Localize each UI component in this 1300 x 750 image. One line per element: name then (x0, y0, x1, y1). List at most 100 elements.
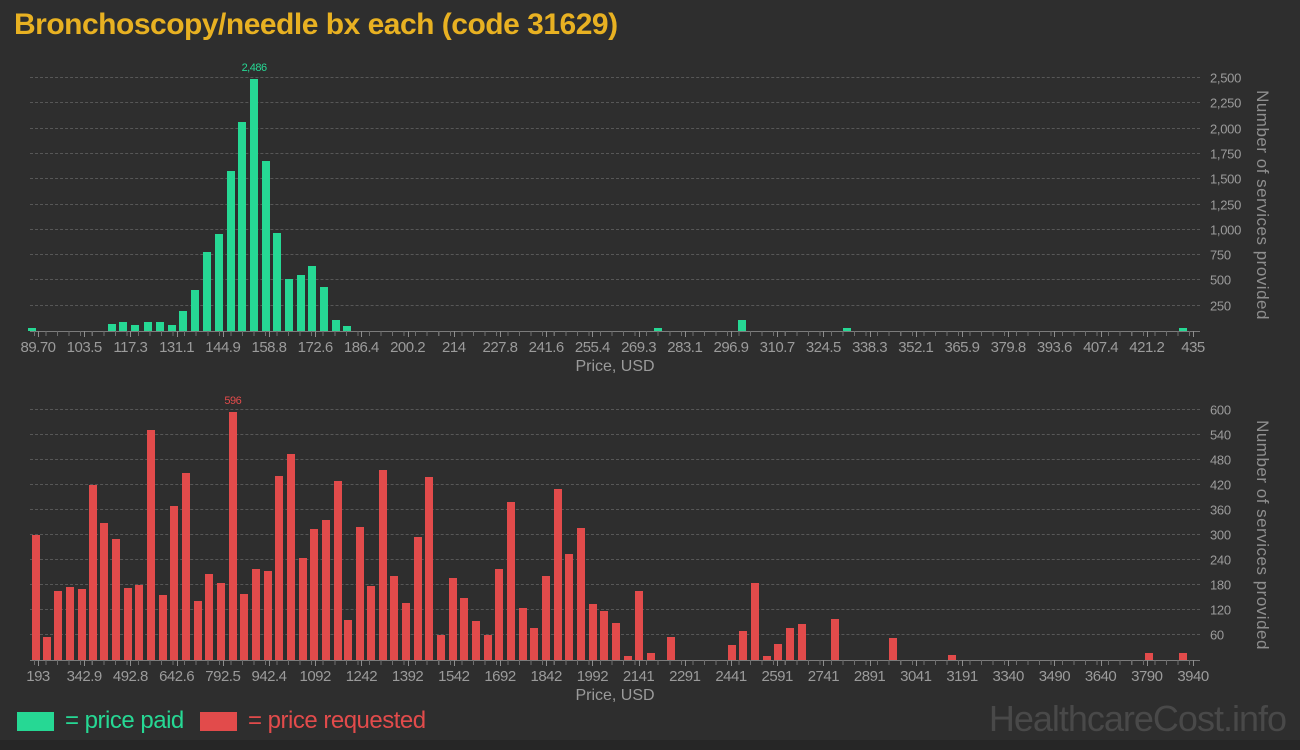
x-tick-mark (500, 660, 501, 666)
legend-item-price-paid: = price paid (17, 706, 184, 736)
x-tick-label: 255.4 (574, 339, 611, 356)
histogram-bar (843, 328, 852, 331)
x-tick-mark (453, 660, 455, 666)
histogram-bar (448, 577, 457, 660)
x-tick-label: 1242 (345, 668, 378, 685)
x-tick-mark (1008, 660, 1010, 666)
histogram-bar (261, 160, 270, 331)
x-tick-label: 2141 (622, 668, 655, 685)
x-tick-mark (176, 331, 178, 337)
x-tick-mark (915, 660, 917, 666)
histogram-bar (296, 275, 305, 331)
histogram-bar (762, 655, 771, 660)
legend-item-price-requested: = price requested (200, 706, 426, 736)
price-paid-swatch-icon (17, 711, 54, 731)
y-tick-label: 360 (1210, 502, 1231, 518)
price-requested-legend-label: = price requested (248, 707, 426, 734)
x-tick-label: 324.5 (805, 339, 842, 356)
histogram-bar (588, 604, 597, 660)
page-title: Bronchoscopy/needle bx each (code 31629) (14, 8, 618, 41)
x-tick-mark (592, 660, 594, 666)
x-tick-mark (546, 331, 548, 337)
histogram-bar (1144, 652, 1153, 660)
x-tick-label: 117.3 (113, 339, 148, 356)
x-tick-label: 3191 (946, 668, 978, 685)
histogram-bar (66, 587, 75, 660)
x-tick-label: 1542 (438, 668, 470, 685)
gridline (30, 459, 1200, 460)
x-tick-mark (869, 331, 871, 337)
histogram-bar (738, 320, 747, 331)
bottom-strip (0, 740, 1300, 750)
histogram-bar (646, 652, 655, 660)
x-tick-label: 3790 (1131, 668, 1163, 685)
histogram-bar (333, 480, 342, 660)
histogram-bar (156, 321, 165, 331)
gridline (30, 254, 1200, 256)
histogram-bar (31, 535, 40, 660)
x-tick-mark (962, 660, 963, 666)
x-tick-mark (130, 660, 132, 666)
x-tick-mark (1008, 331, 1010, 337)
x-tick-label: 792.5 (205, 668, 241, 685)
y-axis-title: Number of services provided (1253, 420, 1272, 650)
x-tick-label: 1842 (530, 668, 563, 685)
histogram-bar (181, 472, 190, 660)
histogram-bar (263, 570, 272, 660)
x-tick-label: 3490 (1038, 668, 1071, 685)
histogram-bar (1178, 328, 1187, 331)
histogram-bar (553, 489, 562, 660)
histogram-bar (250, 79, 259, 331)
x-axis-title: Price, USD (575, 358, 655, 375)
x-tick-mark (684, 331, 686, 337)
x-tick-label: 2291 (669, 668, 701, 685)
x-axis-title: Price, USD (575, 687, 655, 704)
histogram-bar (170, 505, 179, 660)
histogram-bar (727, 645, 736, 660)
x-tick-mark (731, 660, 732, 666)
x-tick-mark (638, 660, 640, 666)
gridline (30, 409, 1200, 410)
histogram-bar (356, 526, 365, 660)
y-tick-label: 300 (1210, 527, 1231, 543)
x-tick-mark (962, 331, 963, 337)
x-tick-mark (1100, 660, 1102, 666)
watermark: HealthcareCost.info (988, 698, 1287, 739)
x-tick-mark (315, 660, 317, 666)
histogram-bar (530, 628, 539, 660)
histogram-bar (284, 278, 293, 331)
histogram-bar (275, 475, 284, 660)
histogram-bar (436, 635, 445, 660)
x-tick-mark (38, 660, 39, 666)
x-tick-label: 1392 (391, 668, 424, 685)
histogram-bar (600, 610, 609, 660)
histogram-bar (251, 569, 260, 660)
x-tick-mark (453, 331, 455, 337)
x-tick-mark (1193, 331, 1194, 337)
histogram-bar (483, 635, 492, 660)
histogram-bar (205, 574, 214, 660)
x-tick-label: 642.6 (159, 668, 195, 685)
gridline (30, 534, 1200, 535)
histogram-bar (42, 637, 51, 660)
y-tick-label: 250 (1210, 298, 1231, 314)
price-requested-swatch-icon (200, 711, 237, 731)
x-tick-label: 407.4 (1083, 339, 1119, 356)
histogram-bar (147, 429, 156, 660)
histogram-bar (472, 620, 481, 660)
x-tick-label: 283.1 (667, 339, 703, 356)
histogram-bar (308, 266, 317, 331)
y-tick-label: 60 (1210, 627, 1224, 643)
x-tick-mark (1100, 331, 1102, 337)
x-tick-label: 435 (1181, 339, 1205, 356)
histogram-bar (226, 171, 235, 331)
x-tick-mark (684, 660, 686, 666)
y-tick-label: 120 (1210, 602, 1231, 618)
x-tick-label: 89.70 (20, 339, 56, 356)
x-tick-label: 227.8 (482, 339, 518, 356)
histogram-bar (366, 585, 375, 660)
x-tick-label: 1692 (484, 668, 516, 685)
gridline (30, 77, 1200, 78)
gridline (30, 559, 1200, 560)
x-tick-label: 338.3 (852, 339, 888, 356)
